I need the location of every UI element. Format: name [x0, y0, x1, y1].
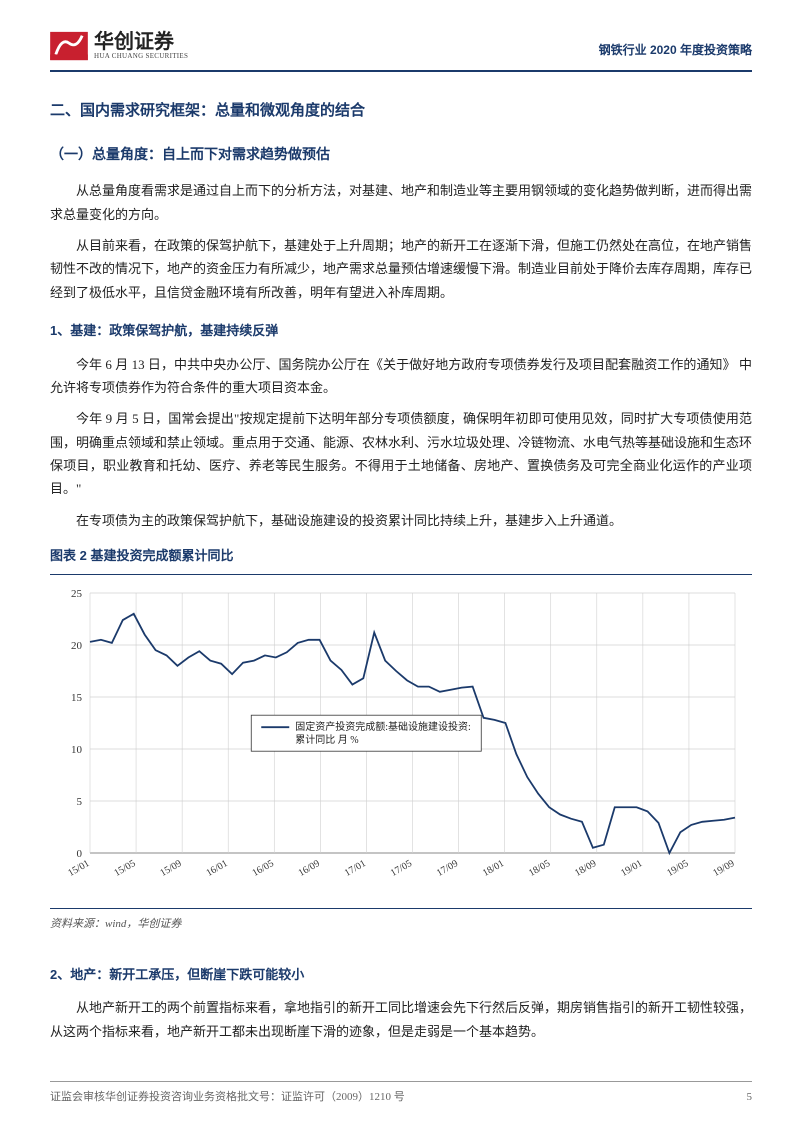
subsection-heading: （一）总量角度：自上而下对需求趋势做预估: [50, 142, 752, 167]
line-chart: 0 5 10 15 20 25 15/01 15/05 15/09 16/01 16/05 16/09…: [50, 583, 750, 893]
svg-text:18/01: 18/01: [481, 858, 506, 879]
svg-text:17/05: 17/05: [389, 858, 414, 879]
svg-text:0: 0: [77, 848, 83, 860]
svg-text:15/09: 15/09: [158, 858, 183, 879]
logo-text-cn: 华创证券: [94, 31, 188, 53]
body-paragraph: 今年 6 月 13 日，中共中央办公厅、国务院办公厅在《关于做好地方政府专项债券…: [50, 353, 752, 400]
company-logo: 华创证券 HUA CHUANG SECURITIES: [50, 30, 188, 62]
svg-text:19/05: 19/05: [665, 858, 690, 879]
page-header: 华创证券 HUA CHUANG SECURITIES 钢铁行业 2020 年度投…: [50, 30, 752, 72]
chart-source: 资料来源：wind，华创证券: [50, 915, 752, 935]
footer-disclaimer: 证监会审核华创证券投资咨询业务资格批文号：证监许可（2009）1210 号: [50, 1088, 405, 1108]
body-paragraph: 从地产新开工的两个前置指标来看，拿地指引的新开工同比增速会先下行然后反弹，期房销…: [50, 996, 752, 1043]
body-paragraph: 从总量角度看需求是通过自上而下的分析方法，对基建、地产和制造业等主要用钢领域的变…: [50, 179, 752, 226]
logo-icon: [50, 30, 88, 62]
svg-text:15/01: 15/01: [66, 858, 91, 879]
svg-text:10: 10: [71, 744, 83, 756]
document-title: 钢铁行业 2020 年度投资策略: [599, 40, 752, 62]
svg-text:25: 25: [71, 588, 83, 600]
svg-text:20: 20: [71, 640, 83, 652]
svg-text:5: 5: [77, 796, 83, 808]
svg-text:固定资产投资完成额:基础设施建设投资:: 固定资产投资完成额:基础设施建设投资:: [295, 720, 471, 733]
svg-text:累计同比 月 %: 累计同比 月 %: [295, 733, 358, 746]
section-heading-2: 二、国内需求研究框架：总量和微观角度的结合: [50, 97, 752, 124]
svg-text:15: 15: [71, 692, 83, 704]
body-paragraph: 今年 9 月 5 日，国常会提出"按规定提前下达明年部分专项债额度，确保明年初即…: [50, 407, 752, 501]
svg-text:19/01: 19/01: [619, 858, 644, 879]
logo-text-en: HUA CHUANG SECURITIES: [94, 53, 188, 61]
page-footer: 证监会审核华创证券投资咨询业务资格批文号：证监许可（2009）1210 号 5: [50, 1081, 752, 1108]
svg-text:16/05: 16/05: [251, 858, 276, 879]
page-number: 5: [747, 1088, 753, 1108]
chart-title: 图表 2 基建投资完成额累计同比: [50, 544, 752, 567]
svg-text:15/05: 15/05: [112, 858, 137, 879]
svg-text:17/01: 17/01: [343, 858, 368, 879]
svg-text:16/01: 16/01: [204, 858, 229, 879]
svg-text:17/09: 17/09: [435, 858, 460, 879]
body-paragraph: 在专项债为主的政策保驾护航下，基础设施建设的投资累计同比持续上升，基建步入上升通…: [50, 509, 752, 532]
svg-text:18/09: 18/09: [573, 858, 598, 879]
subsubsection-heading: 2、地产：新开工承压，但断崖下跌可能较小: [50, 963, 752, 986]
svg-text:18/05: 18/05: [527, 858, 552, 879]
subsubsection-heading: 1、基建：政策保驾护航，基建持续反弹: [50, 319, 752, 342]
body-paragraph: 从目前来看，在政策的保驾护航下，基建处于上升周期；地产的新开工在逐渐下滑，但施工…: [50, 234, 752, 304]
chart-container: 0 5 10 15 20 25 15/01 15/05 15/09 16/01 16/05 16/09…: [50, 574, 752, 909]
svg-text:19/09: 19/09: [711, 858, 736, 879]
svg-text:16/09: 16/09: [297, 858, 322, 879]
